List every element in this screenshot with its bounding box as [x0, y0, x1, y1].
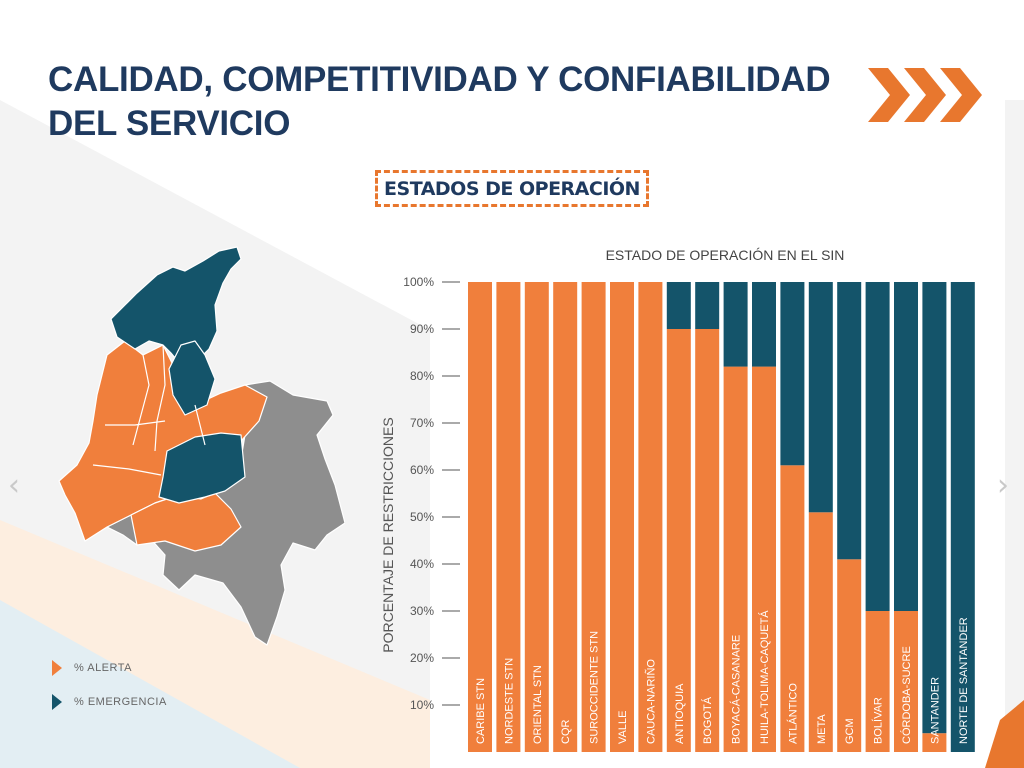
prev-slide-button[interactable]: ‹ — [8, 468, 20, 503]
bar-alert — [553, 282, 578, 752]
category-labels: CARIBE STN NORDESTE STN ORIENTAL STN CQR SUR… — [475, 610, 970, 744]
bar-alert — [837, 559, 862, 752]
y-tick-label: 90% — [410, 322, 434, 336]
bar-alert — [581, 282, 606, 752]
map-region-navy-north — [110, 246, 242, 366]
category-label: HUILA-TOLIMA-CAQUETÁ — [758, 610, 771, 744]
slide-title-line2: DEL SERVICIO — [48, 104, 291, 143]
y-axis: 100% 90% 80% 70% 60% 50% 40% 30% 20% 10% — [403, 275, 460, 712]
chart-ylabel: PORCENTAJE DE RESTRICCIONES — [380, 417, 396, 652]
y-tick-label: 30% — [410, 604, 434, 618]
map-region-navy-east — [168, 340, 216, 416]
next-slide-button[interactable]: › — [997, 468, 1009, 503]
bar-alert — [723, 366, 748, 752]
category-label: CARIBE STN — [475, 678, 487, 744]
bar-emergency — [894, 282, 918, 611]
slide-title-line1: CALIDAD, COMPETITIVIDAD Y CONFIABILIDAD — [48, 60, 831, 99]
bar-alert — [610, 282, 634, 752]
category-label: CAUCA-NARIÑO — [644, 659, 657, 744]
y-tick-label: 70% — [410, 416, 434, 430]
y-tick-label: 40% — [410, 557, 434, 571]
chart-title: ESTADO DE OPERACIÓN EN EL SIN — [606, 247, 845, 263]
bar-emergency — [695, 282, 720, 329]
y-tick-label: 60% — [410, 463, 434, 477]
bar-alert — [524, 282, 549, 752]
section-label: ESTADOS DE OPERACIÓN — [384, 177, 640, 200]
legend-emergency-marker — [52, 694, 62, 710]
category-label: BOYACÁ-CASANARE — [730, 635, 743, 744]
bar-emergency — [808, 282, 833, 513]
bar-emergency — [837, 282, 862, 560]
bar-emergency — [666, 282, 691, 329]
bar-emergency — [752, 282, 776, 367]
slide-title: CALIDAD, COMPETITIVIDAD Y CONFIABILIDAD … — [48, 58, 868, 146]
category-label: ANTIOQUIA — [674, 683, 686, 744]
y-tick-label: 20% — [410, 651, 434, 665]
legend-emergency-label: % EMERGENCIA — [74, 696, 167, 708]
y-tick-label: 50% — [410, 510, 434, 524]
category-label: GCM — [844, 718, 856, 744]
category-label: CÓRDOBA-SUCRE — [900, 646, 913, 744]
category-label: VALLE — [617, 711, 629, 744]
bar-alert — [780, 465, 805, 752]
y-tick-label: 10% — [410, 698, 434, 712]
bar-alert — [865, 611, 890, 752]
bar-alert — [922, 733, 947, 752]
chevrons-icon — [868, 68, 982, 122]
bar-alert — [468, 282, 492, 752]
bar-alert — [666, 329, 691, 752]
category-label: ORIENTAL STN — [532, 665, 544, 744]
category-label: BOLÍVAR — [872, 697, 885, 744]
bar-emergency — [780, 282, 805, 466]
bar-emergency — [865, 282, 890, 611]
legend-alert: % ALERTA — [52, 660, 132, 676]
bar-alert — [752, 366, 776, 752]
y-tick-label: 100% — [403, 275, 434, 289]
legend-emergency: % EMERGENCIA — [52, 694, 167, 710]
category-label: SUROCCIDENTE STN — [589, 631, 601, 744]
bar-alert — [695, 329, 720, 752]
bar-alert — [808, 512, 833, 752]
category-label: NORDESTE STN — [503, 658, 515, 744]
category-label: CQR — [560, 720, 572, 745]
section-label-box: ESTADOS DE OPERACIÓN — [375, 170, 649, 207]
bar-emergency — [723, 282, 748, 367]
bar-alert — [496, 282, 521, 752]
legend-alert-label: % ALERTA — [74, 662, 133, 674]
map-region-navy-meta — [158, 432, 246, 504]
bar-emergency — [950, 282, 975, 752]
y-tick-label: 80% — [410, 369, 434, 383]
legend-alert-marker — [52, 660, 62, 676]
colombia-map — [58, 246, 345, 646]
category-label: ATLÁNTICO — [786, 683, 799, 744]
operation-status-chart: ESTADO DE OPERACIÓN EN EL SIN PORCENTAJE… — [380, 247, 975, 752]
bars — [468, 282, 975, 752]
bar-alert — [894, 611, 918, 752]
category-label: META — [816, 714, 828, 744]
bar-alert — [638, 282, 663, 752]
bar-emergency — [922, 282, 947, 734]
category-label: NORTE DE SANTANDER — [958, 617, 970, 744]
category-label: SANTANDER — [929, 677, 941, 744]
category-label: BOGOTÁ — [701, 696, 714, 744]
